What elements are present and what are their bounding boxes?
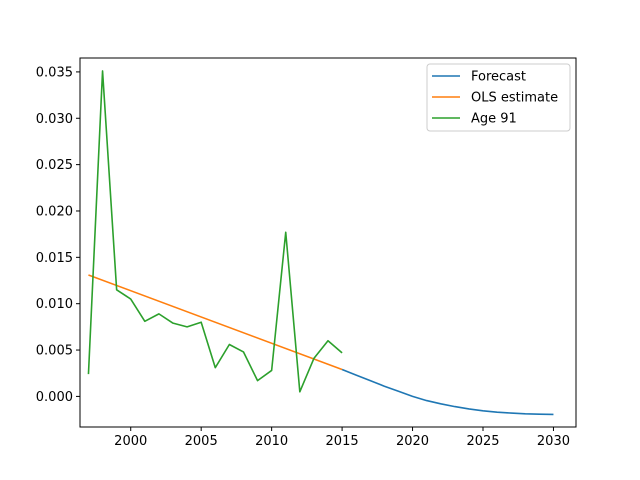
y-tick-label: 0.020 [36,204,73,219]
legend-label: Age 91 [471,112,517,127]
legend-label: OLS estimate [471,91,558,106]
series-layer [87,70,554,416]
x-axis: 2000 2005 2010 2015 2020 2025 2030 [114,427,570,449]
x-tick-label: 2020 [396,434,429,449]
y-tick-label: 0.010 [36,297,73,312]
y-tick-label: 0.000 [36,390,73,405]
series-line-ols-estimate [88,274,343,371]
x-tick-label: 2005 [185,434,218,449]
legend-box [426,63,571,132]
legend: Forecast OLS estimate Age 91 [426,63,571,132]
legend-label: Forecast [471,70,526,85]
series-line-forecast [341,368,554,416]
x-tick-label: 2010 [255,434,288,449]
x-tick-label: 2025 [466,434,499,449]
x-tick-label: 2015 [326,434,359,449]
y-axis: 0.000 0.005 0.010 0.015 0.020 0.025 0.030 0.035 [36,65,80,405]
y-tick-label: 0.005 [36,344,73,359]
plot-frame [79,57,577,428]
series-line-age-91 [87,70,343,393]
y-tick-label: 0.015 [36,251,73,266]
y-tick-label: 0.025 [36,158,73,173]
y-tick-label: 0.035 [36,65,73,80]
x-tick-label: 2030 [537,434,570,449]
x-tick-label: 2000 [114,434,147,449]
y-tick-label: 0.030 [36,112,73,127]
